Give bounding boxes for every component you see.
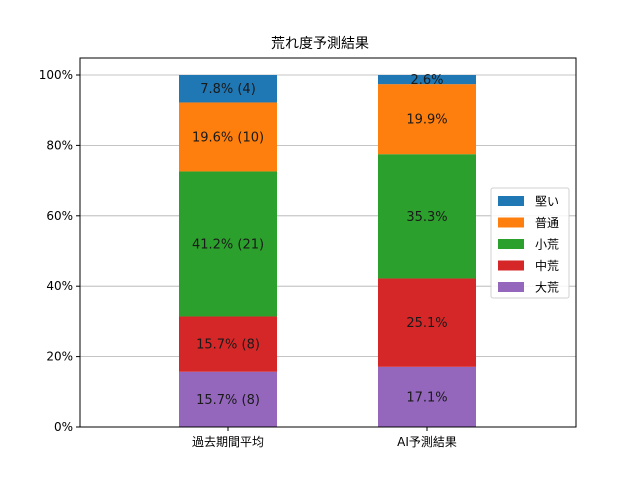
- legend-label: 堅い: [535, 195, 559, 209]
- y-tick-label: 80%: [46, 138, 73, 152]
- y-tick-label: 60%: [46, 209, 73, 223]
- bar-segment: [179, 171, 277, 317]
- bar-segment: [179, 371, 277, 427]
- x-axis: 過去期間平均 AI予測結果: [192, 427, 457, 449]
- legend-swatch: [498, 260, 524, 271]
- segment-label: 17.1%: [406, 390, 447, 405]
- bar-segments: [179, 75, 476, 427]
- bar-segment: [378, 366, 476, 427]
- legend-label: 小荒: [535, 238, 559, 252]
- bar-segment: [378, 75, 476, 85]
- y-axis: 0% 20% 40% 60% 80% 100%: [39, 68, 80, 434]
- segment-label: 15.7% (8): [196, 338, 260, 353]
- segment-label: 25.1%: [406, 316, 447, 331]
- segment-label: 41.2% (21): [192, 237, 264, 252]
- y-tick-label: 100%: [39, 68, 73, 82]
- segment-label: 19.6% (10): [192, 130, 264, 145]
- bar-segment: [378, 278, 476, 367]
- chart-title: 荒れ度予測結果: [271, 36, 369, 52]
- segment-label: 19.9%: [406, 113, 447, 128]
- y-tick-label: 20%: [46, 350, 73, 364]
- legend-label: 普通: [535, 216, 559, 230]
- legend-swatch: [498, 217, 524, 228]
- x-tick-label: AI予測結果: [397, 435, 457, 449]
- bar-segment: [179, 316, 277, 372]
- bar-segment: [179, 75, 277, 103]
- plot-frame: [79, 57, 577, 428]
- y-tick-label: 40%: [46, 279, 73, 293]
- legend-swatch: [498, 196, 524, 206]
- bar-segment: [179, 102, 277, 172]
- y-tick-label: 0%: [54, 420, 73, 434]
- segment-label: 2.6%: [410, 73, 443, 88]
- x-tick-label: 過去期間平均: [192, 435, 264, 449]
- legend-swatch: [498, 239, 524, 249]
- legend-label: 大荒: [535, 281, 559, 295]
- segment-label: 15.7% (8): [196, 393, 260, 408]
- bar-segment: [378, 154, 476, 279]
- segment-label: 35.3%: [406, 210, 447, 225]
- bar-segment: [378, 84, 476, 155]
- legend-label: 中荒: [535, 258, 559, 273]
- legend-swatch: [498, 282, 524, 292]
- segment-label: 7.8% (4): [200, 82, 256, 97]
- segment-labels: 15.7% (8) 15.7% (8) 41.2% (21) 19.6% (10) 7.…: [192, 73, 448, 408]
